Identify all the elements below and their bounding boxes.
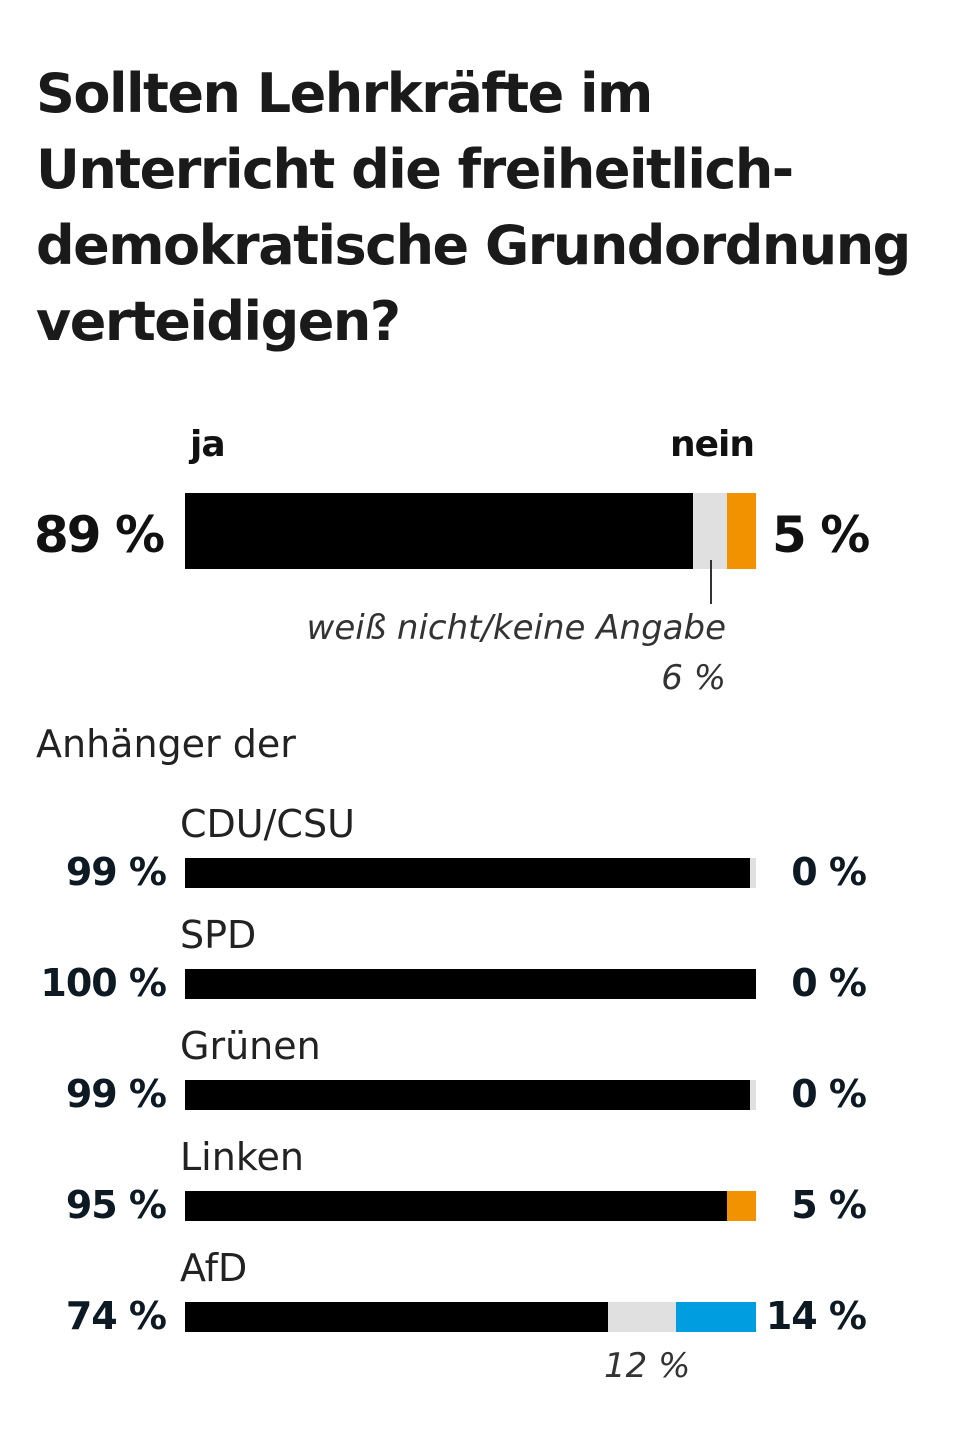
category-bar <box>185 969 756 999</box>
ja-value: 99 % <box>65 1072 167 1116</box>
nein-value: 0 % <box>791 850 867 894</box>
bar-segment-ja <box>185 1080 751 1110</box>
unknown-value: 6 % <box>661 658 726 698</box>
ja-value: 99 % <box>65 850 167 894</box>
category-label: Grünen <box>180 1024 321 1068</box>
bar-segment-ja <box>185 1302 608 1332</box>
overall-nein-value: 5 % <box>772 506 870 564</box>
bar-segment-ja <box>185 858 751 888</box>
bar-segment-nein <box>727 1191 756 1221</box>
bar-segment-ja <box>185 969 756 999</box>
bar-segment-unknown <box>750 1080 756 1110</box>
overall-ja-value: 89 % <box>34 506 165 564</box>
bar-segment-ja <box>185 1191 728 1221</box>
bar-segment-unknown <box>750 858 756 888</box>
ja-label: ja <box>190 424 226 465</box>
ja-value: 100 % <box>40 961 167 1005</box>
bar-segment-unknown <box>607 1302 677 1332</box>
bar-segment-nein <box>727 493 756 569</box>
category-bar <box>185 1080 756 1110</box>
group-heading: Anhänger der <box>36 722 296 766</box>
category-bar <box>185 1191 756 1221</box>
nein-value: 0 % <box>791 961 867 1005</box>
category-label: SPD <box>180 913 257 957</box>
bar-segment-ja <box>185 493 694 569</box>
nein-value: 14 % <box>765 1294 867 1338</box>
category-label: CDU/CSU <box>180 802 355 846</box>
chart-title: Sollten Lehrkräfte im Unterricht die fre… <box>36 62 911 353</box>
ja-value: 95 % <box>65 1183 167 1227</box>
bar-segment-nein <box>676 1302 756 1332</box>
category-bar <box>185 858 756 888</box>
annotation-leader-line <box>710 560 712 604</box>
overall-bar <box>185 493 756 569</box>
nein-label: nein <box>669 424 755 465</box>
bar-segment-unknown <box>693 493 728 569</box>
unknown-label: weiß nicht/keine Angabe <box>306 608 726 648</box>
category-bar <box>185 1302 756 1332</box>
nein-value: 0 % <box>791 1072 867 1116</box>
ja-value: 74 % <box>65 1294 167 1338</box>
category-label: AfD <box>180 1246 248 1290</box>
unknown-value: 12 % <box>604 1346 691 1386</box>
category-label: Linken <box>180 1135 304 1179</box>
nein-value: 5 % <box>791 1183 867 1227</box>
